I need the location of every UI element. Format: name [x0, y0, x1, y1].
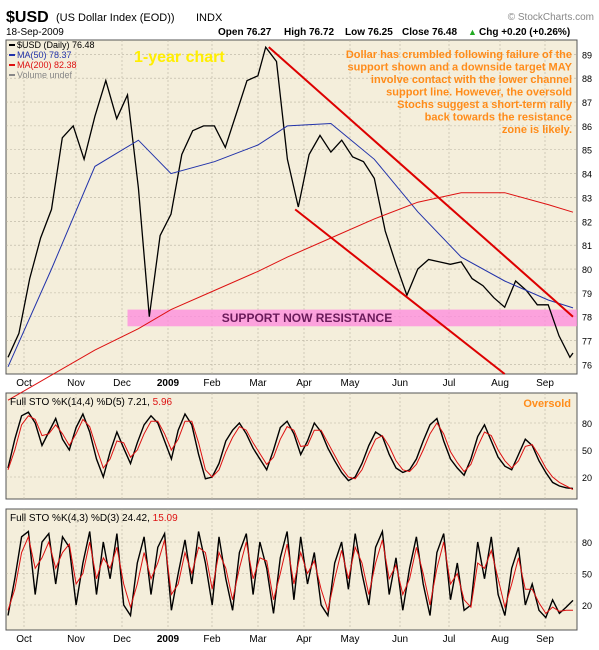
low-value: Low 76.25 — [345, 27, 393, 38]
legend-swatch — [9, 54, 15, 56]
sto-y-tick-label: 80 — [582, 538, 592, 548]
x-tick-label-top: Jun — [392, 378, 408, 389]
legend-entry: Volume undef — [17, 70, 73, 80]
x-tick-label-top: 2009 — [157, 378, 180, 389]
sto-d-line — [7, 415, 574, 491]
x-tick-label-bottom: Aug — [491, 634, 509, 645]
x-tick-label-bottom: Mar — [249, 634, 267, 645]
legend-entry: $USD (Daily) 76.48 — [17, 40, 95, 50]
sto1-oversold-label: Oversold — [523, 398, 571, 410]
sto1-title-prefix: Full STO %K(14,4) %D(5) 7.21, — [10, 397, 153, 408]
x-tick-label-bottom: 2009 — [157, 634, 180, 645]
price-y-tick-label: 81 — [582, 241, 592, 251]
sto-y-tick-label: 50 — [582, 446, 592, 456]
x-tick-label-bottom: Oct — [16, 634, 32, 645]
sto-y-tick-label: 20 — [582, 601, 592, 611]
x-tick-label-bottom: May — [341, 634, 360, 645]
comment-line: back towards the resistance — [425, 112, 572, 124]
resistance-band-label: SUPPORT NOW RESISTANCE — [222, 311, 392, 325]
x-tick-label-bottom: Nov — [67, 634, 85, 645]
comment-line: Dollar has crumbled following failure of… — [346, 49, 572, 61]
x-tick-label-top: Sep — [536, 378, 554, 389]
sto-d-line — [7, 535, 574, 615]
price-y-tick-label: 86 — [582, 122, 592, 132]
x-tick-label-top: Apr — [296, 378, 312, 389]
x-tick-label-top: Jul — [443, 378, 456, 389]
price-y-tick-label: 85 — [582, 146, 592, 156]
index-name: (US Dollar Index (EOD)) — [56, 12, 175, 24]
sto2-title: Full STO %K(4,3) %D(3) 24.42, 15.09 — [10, 513, 178, 524]
price-y-tick-label: 83 — [582, 193, 592, 203]
sto1-title-value: 5.96 — [153, 397, 173, 408]
x-tick-label-bottom: Sep — [536, 634, 554, 645]
sto-y-tick-label: 80 — [582, 419, 592, 429]
legend-swatch — [9, 44, 15, 46]
symbol: $USD — [6, 9, 49, 26]
x-tick-label-top: May — [341, 378, 360, 389]
price-y-tick-label: 77 — [582, 337, 592, 347]
upper-channel-line — [268, 46, 574, 318]
price-y-tick-label: 89 — [582, 50, 592, 60]
price-y-tick-label: 76 — [582, 360, 592, 370]
as-of-date: 18-Sep-2009 — [6, 27, 64, 38]
price-y-tick-label: 78 — [582, 313, 592, 323]
legend-entry: MA(200) 82.38 — [17, 60, 77, 70]
ma50-line — [7, 122, 574, 368]
price-y-tick-label: 88 — [582, 74, 592, 84]
x-tick-label-bottom: Jul — [443, 634, 456, 645]
high-value: High 76.72 — [284, 27, 334, 38]
comment-line: zone is likely. — [502, 124, 572, 136]
sto-k-line — [7, 411, 574, 490]
price-y-tick-label: 87 — [582, 98, 592, 108]
comment-line: support shown and a downside target MAY — [347, 62, 572, 74]
sto-y-tick-label: 50 — [582, 570, 592, 580]
close-value: Close 76.48 — [402, 27, 457, 38]
x-tick-label-top: Feb — [203, 378, 221, 389]
x-tick-label-top: Oct — [16, 378, 32, 389]
sto1-panel — [5, 392, 578, 500]
open-value: Open 76.27 — [218, 27, 272, 38]
legend-swatch — [9, 74, 15, 76]
x-tick-label-top: Nov — [67, 378, 85, 389]
lower-channel-line — [294, 208, 506, 375]
x-tick-label-bottom: Apr — [296, 634, 312, 645]
x-tick-label-top: Mar — [249, 378, 267, 389]
comment-line: involve contact with the lower channel — [371, 74, 572, 86]
price-y-tick-label: 79 — [582, 289, 592, 299]
x-tick-label-bottom: Jun — [392, 634, 408, 645]
period-label: 1-year chart — [134, 49, 225, 66]
price-y-tick-label: 80 — [582, 265, 592, 275]
exchange: INDX — [196, 12, 223, 24]
legend-entry: MA(50) 78.37 — [17, 50, 72, 60]
price-y-tick-label: 82 — [582, 217, 592, 227]
comment-line: support line. However, the oversold — [386, 87, 572, 99]
comment-line: Stochs suggest a short-term rally — [397, 99, 573, 111]
x-tick-label-bottom: Feb — [203, 634, 221, 645]
x-tick-label-bottom: Dec — [113, 634, 131, 645]
sto-y-tick-label: 20 — [582, 473, 592, 483]
sto2-title-value: 15.09 — [153, 513, 178, 524]
change-arrow-icon: ▲ — [468, 27, 477, 37]
legend-swatch — [9, 64, 15, 66]
ma200-line — [7, 192, 574, 401]
x-tick-label-top: Aug — [491, 378, 509, 389]
price-line — [7, 45, 574, 359]
change-value: Chg +0.20 (+0.26%) — [479, 27, 570, 38]
x-tick-label-top: Dec — [113, 378, 131, 389]
price-y-tick-label: 84 — [582, 170, 592, 180]
resistance-band — [127, 309, 578, 327]
sto2-title-prefix: Full STO %K(4,3) %D(3) 24.42, — [10, 513, 153, 524]
source-credit: © StockCharts.com — [508, 12, 594, 23]
sto1-title: Full STO %K(14,4) %D(5) 7.21, 5.96 — [10, 397, 173, 408]
